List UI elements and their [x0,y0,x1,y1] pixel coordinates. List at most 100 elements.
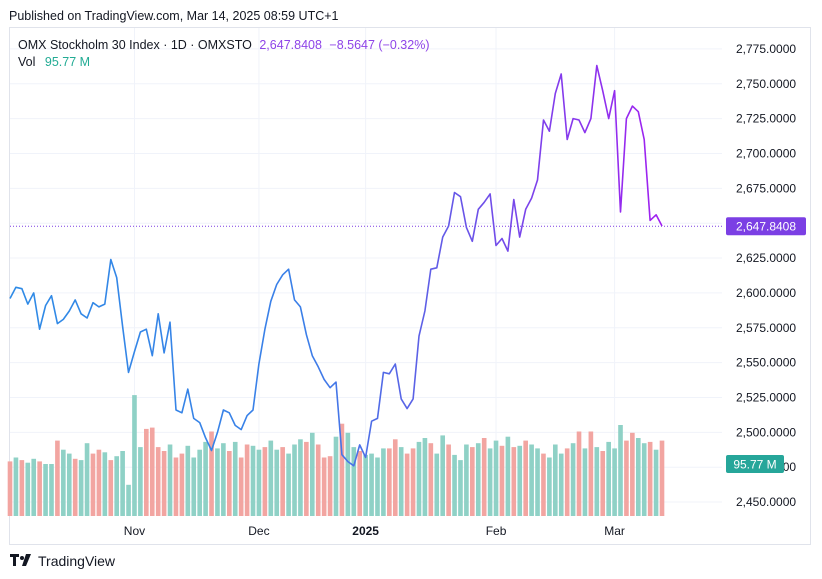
volume-bar [440,435,446,516]
volume-bar [262,447,268,516]
volume-bar [552,444,558,516]
volume-bar [298,439,303,516]
volume-bar [523,440,528,516]
volume-bar [280,447,285,516]
y-tick-label: 2,700.0000 [736,146,796,160]
volume-bar [345,432,351,516]
volume-bar [357,451,363,516]
volume-bar [564,448,570,516]
volume-bar [173,457,179,516]
volume-bar [446,444,451,516]
legend-symbol[interactable]: OMX Stockholm 30 Index · 1D · OMXSTO [18,38,252,52]
published-caption: Published on TradingView.com, Mar 14, 20… [9,9,339,23]
volume-bar [315,444,321,516]
volume-bar [493,440,499,516]
volume-bar [13,457,19,516]
y-tick-label: 2,675.0000 [736,181,796,195]
volume-bar [600,451,606,516]
last-price-tag-label: 2,647.8408 [736,220,796,234]
volume-bar [72,458,78,516]
volume-bar [333,436,339,516]
y-tick-label: 2,450.0000 [736,495,796,509]
axis-tags: 2,647.8408 95.77 M [726,217,806,473]
legend-change: −8.5647 (−0.32%) [329,38,430,52]
volume-bar [244,444,250,516]
volume-bar [78,460,84,516]
volume-bar [327,456,333,516]
volume-bar [422,438,428,516]
volume-bar [481,438,487,516]
volume-bar [155,447,161,516]
volume-bar [161,451,167,516]
volume-bar [404,453,410,516]
volume-bar [339,423,345,516]
grid-lines [10,28,722,516]
volume-bar [458,460,463,516]
volume-bar [286,453,291,516]
volume-bar [114,456,120,516]
y-tick-label: 2,750.0000 [736,77,796,91]
volume-bar [191,457,197,516]
volume-bar [624,440,629,516]
volume-bar [102,452,108,516]
volume-bar [268,440,274,516]
volume-bar [138,447,143,516]
volume-bar [487,448,493,516]
volume-bar [203,441,208,516]
volume-bar [19,460,25,516]
volume-bar [375,457,380,516]
volume-bar [221,443,226,516]
volume-bar [274,449,280,516]
volume-bar [66,453,72,516]
volume-bar [167,444,173,516]
volume-bar [570,443,576,516]
x-tick-label: Dec [248,524,269,538]
volume-bar [43,464,48,516]
y-tick-label: 2,525.0000 [736,390,796,404]
volume-bar [185,445,191,516]
volume-bar [588,431,594,516]
volume-bar [594,447,600,516]
volume-bar [309,432,315,516]
volume-bar [541,453,546,516]
volume-bar [381,448,386,516]
volume-bar [505,436,511,516]
legend-row-price: OMX Stockholm 30 Index · 1D · OMXSTO 2,6… [18,37,429,54]
legend-row-volume: Vol 95.77 M [18,54,429,71]
volume-bar [321,457,327,516]
volume-bar [416,441,422,516]
y-tick-label: 2,575.0000 [736,321,796,335]
volume-bar [55,440,60,516]
volume-bar [647,441,653,516]
volume-bar [529,444,534,516]
y-tick-label: 2,550.0000 [736,356,796,370]
legend-volume-label[interactable]: Vol [18,55,36,69]
volume-bar [576,431,582,516]
volume-bar [256,449,262,516]
volume-bar [606,441,611,516]
volume-bar [410,448,416,516]
y-tick-label: 2,500.0000 [736,425,796,439]
chart-frame [9,27,811,545]
volume-bar [351,447,357,516]
x-tick-label: Mar [604,524,625,538]
price-series-line[interactable] [9,64,663,467]
volume-bar [149,427,155,516]
volume-bar [363,454,368,516]
footer-brand[interactable]: TradingView [10,553,115,569]
legend-price: 2,647.8408 [259,38,322,52]
volume-bar [369,453,374,516]
volume-bar [641,443,647,516]
volume-bar [37,461,42,516]
legend-volume-value: 95.77 M [44,55,91,69]
volume-bar [464,444,469,516]
volume-bar [517,445,523,516]
volume-bar [398,447,404,516]
volume-bar [635,438,641,516]
volume-bar [618,425,623,516]
volume-bar [470,447,475,516]
volume-bar [238,457,244,516]
footer-brand-label: TradingView [38,553,116,569]
volume-bar [612,448,617,516]
